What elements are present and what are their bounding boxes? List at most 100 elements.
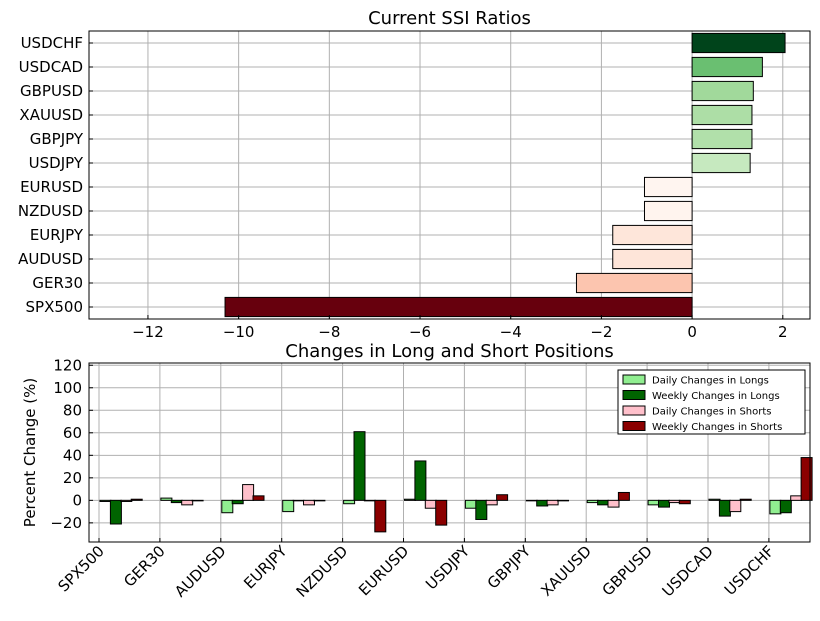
bar <box>790 495 803 501</box>
bar <box>607 499 620 508</box>
x-tick-labels: SPX500 GER30 AUDUSD EURJPY NZDUSD EURUSD USDJP… <box>54 538 778 601</box>
x-tick-label: 0 <box>687 323 697 340</box>
y-tick-label: SPX500 <box>26 298 83 316</box>
bar <box>181 499 194 506</box>
bar <box>120 499 133 502</box>
bar <box>617 491 630 501</box>
y-tick-label: EURUSD <box>20 178 83 196</box>
bar <box>485 499 498 506</box>
bar <box>668 499 681 504</box>
bar <box>435 499 448 526</box>
bar <box>691 56 763 78</box>
bar <box>546 499 559 506</box>
bar <box>643 200 693 222</box>
y-tick-label: 100 <box>53 379 82 397</box>
bar <box>678 499 691 505</box>
x-tick-label: GBPUSD <box>599 542 656 599</box>
x-tick-label: USDJPY <box>422 542 474 594</box>
plot-frame <box>88 30 811 320</box>
y-tick-label: GBPUSD <box>20 82 83 100</box>
legend-label: Daily Changes in Shorts <box>652 407 772 418</box>
legend-swatch <box>622 390 646 400</box>
x-tick-label: AUDUSD <box>171 542 230 601</box>
bar <box>691 152 751 174</box>
bar <box>404 498 416 501</box>
bar <box>536 499 549 507</box>
x-tick-label: −4 <box>500 323 522 340</box>
legend-box <box>617 369 806 435</box>
bar <box>691 104 753 126</box>
x-tick-label: GER30 <box>120 542 169 591</box>
y-tick-label: −20 <box>50 514 82 532</box>
bar <box>643 176 693 198</box>
bar <box>658 499 670 508</box>
x-tick-label: USDCHF <box>721 542 778 599</box>
y-tick-label: USDJPY <box>29 154 84 172</box>
y-tick-label: 80 <box>63 401 82 419</box>
bar <box>612 224 693 246</box>
bar <box>800 457 813 501</box>
bar <box>464 499 477 509</box>
y-tick-label: 0 <box>72 491 82 509</box>
legend: Daily Changes in Longs Weekly Changes in … <box>617 369 806 435</box>
bar <box>496 494 509 501</box>
y-tick-label: USDCHF <box>21 34 83 52</box>
bar <box>252 495 265 501</box>
bars <box>224 32 786 318</box>
bar <box>779 499 792 514</box>
bar <box>242 484 255 501</box>
chart-title: Current SSI Ratios <box>368 8 531 29</box>
x-tick-label: EURJPY <box>240 542 291 593</box>
y-tick-label: AUDUSD <box>18 250 83 268</box>
x-tick-label: XAUUSD <box>537 542 595 600</box>
x-tick-label: −10 <box>223 323 255 340</box>
bar <box>130 498 143 501</box>
x-tick-label: SPX500 <box>54 542 107 595</box>
x-tick-label: −2 <box>590 323 612 340</box>
y-tick-label: 40 <box>63 446 82 464</box>
x-tick-label: EURUSD <box>355 542 412 599</box>
x-tick-label: 2 <box>778 323 788 340</box>
chart-title: Changes in Long and Short Positions <box>285 341 614 362</box>
y-tick-labels: USDCHF USDCAD GBPUSD XAUUSD GBPJPY USDJPY EURU… <box>18 34 93 316</box>
y-axis-label: Percent Change (%) <box>21 378 39 527</box>
legend-swatch <box>622 374 646 385</box>
bar <box>221 499 234 514</box>
x-tick-label: −8 <box>318 323 340 340</box>
bar <box>414 460 427 501</box>
legend-swatch <box>622 421 646 431</box>
bar <box>739 498 752 501</box>
y-tick-label: XAUUSD <box>19 106 83 124</box>
x-tick-labels: −12 −10 −8 −6 −4 −2 0 2 <box>132 315 788 340</box>
bar <box>557 499 569 502</box>
bar <box>647 499 660 506</box>
y-tick-label: 60 <box>63 424 82 442</box>
bar <box>475 499 488 520</box>
bar <box>525 499 538 502</box>
bar <box>597 499 610 506</box>
bar <box>170 499 183 504</box>
bar <box>729 499 742 513</box>
bar <box>231 499 244 505</box>
bar <box>586 499 599 504</box>
bar <box>708 498 721 501</box>
legend-label: Weekly Changes in Shorts <box>652 422 782 433</box>
bar <box>718 499 731 517</box>
bar <box>353 431 366 501</box>
grid <box>89 31 810 319</box>
bar <box>313 499 326 502</box>
bar <box>374 499 387 533</box>
bar <box>424 499 437 509</box>
x-tick-label: −6 <box>409 323 431 340</box>
bar <box>363 499 376 502</box>
y-tick-label: GER30 <box>32 274 83 292</box>
x-tick-label: −12 <box>132 323 164 340</box>
y-tick-labels: −20 0 20 40 60 80 100 120 <box>50 356 93 532</box>
position-changes-chart: Changes in Long and Short Positions Perc… <box>21 341 813 601</box>
y-tick-label: USDCAD <box>19 58 83 76</box>
bar <box>691 128 753 150</box>
bar <box>191 499 204 502</box>
bar <box>109 499 122 525</box>
legend-label: Daily Changes in Longs <box>652 376 769 387</box>
y-tick-label: EURJPY <box>30 226 84 244</box>
